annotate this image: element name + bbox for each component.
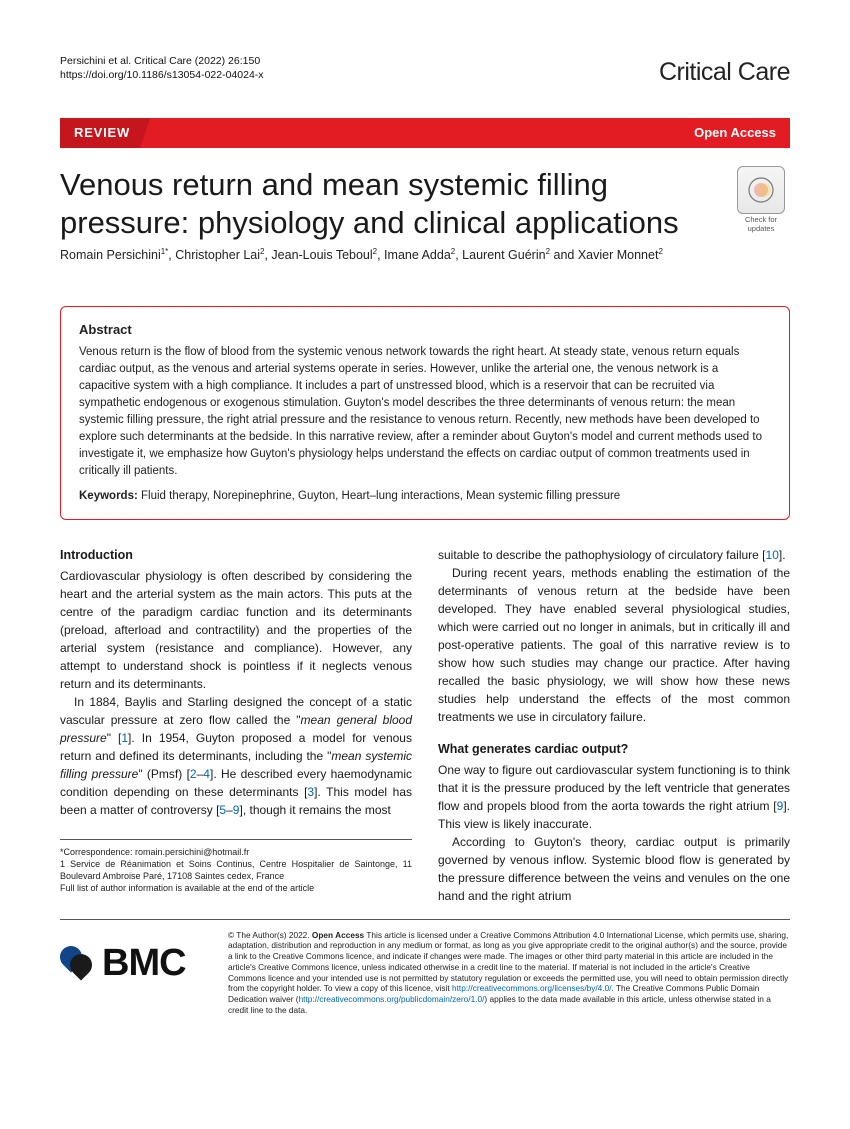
intro-para-1: Cardiovascular physiology is often descr…	[60, 567, 412, 693]
check-for-updates-button[interactable]: Check for updates	[732, 166, 790, 233]
article-type-label: REVIEW	[60, 118, 150, 148]
intro-para-2: In 1884, Baylis and Starling designed th…	[60, 693, 412, 819]
citation-ref[interactable]: 2	[190, 767, 197, 781]
intro-para-3: suitable to describe the pathophysiology…	[438, 546, 790, 564]
crossmark-icon	[737, 166, 785, 214]
right-column: suitable to describe the pathophysiology…	[438, 546, 790, 905]
body-columns: Introduction Cardiovascular physiology i…	[60, 546, 790, 905]
article-title: Venous return and mean systemic filling …	[60, 166, 790, 242]
section-heading-introduction: Introduction	[60, 546, 412, 565]
citation-ref[interactable]: 10	[766, 548, 779, 562]
license-link-cc0[interactable]: http://creativecommons.org/publicdomain/…	[299, 994, 485, 1004]
intro-para-4: During recent years, methods enabling th…	[438, 564, 790, 726]
license-text: © The Author(s) 2022. Open Access This a…	[228, 930, 790, 1016]
check-for-updates-label: Check for updates	[732, 216, 790, 233]
co-para-1: One way to figure out cardiovascular sys…	[438, 761, 790, 833]
doi-link[interactable]: https://doi.org/10.1186/s13054-022-04024…	[60, 68, 264, 82]
citation-line-1: Persichini et al. Critical Care (2022) 2…	[60, 54, 264, 68]
keywords-label: Keywords:	[79, 490, 138, 502]
affiliation-1: 1 Service de Réanimation et Soins Contin…	[60, 858, 412, 882]
author-list: Romain Persichini1*, Christopher Lai2, J…	[60, 246, 790, 264]
citation-ref[interactable]: 4	[203, 767, 210, 781]
citation-block: Persichini et al. Critical Care (2022) 2…	[60, 54, 264, 82]
open-access-label: Open Access	[680, 118, 790, 148]
abstract-box: Abstract Venous return is the flow of bl…	[60, 306, 790, 520]
correspondence-email: *Correspondence: romain.persichini@hotma…	[60, 846, 412, 858]
license-link-cc-by[interactable]: http://creativecommons.org/licenses/by/4…	[452, 983, 612, 993]
abstract-text: Venous return is the flow of blood from …	[79, 344, 771, 480]
co-para-2: According to Guyton's theory, cardiac ou…	[438, 833, 790, 905]
bmc-logo-icon	[60, 946, 94, 980]
page-footer: BMC © The Author(s) 2022. Open Access Th…	[60, 919, 790, 1016]
section-heading-cardiac-output: What generates cardiac output?	[438, 740, 790, 759]
bmc-logo: BMC	[60, 930, 210, 991]
keywords-values: Fluid therapy, Norepinephrine, Guyton, H…	[141, 490, 620, 502]
bmc-logo-text: BMC	[102, 936, 186, 991]
article-type-banner: REVIEW Open Access	[60, 118, 790, 148]
left-column: Introduction Cardiovascular physiology i…	[60, 546, 412, 905]
journal-logo: Critical Care	[659, 54, 790, 90]
abstract-heading: Abstract	[79, 321, 771, 340]
author-info-note: Full list of author information is avail…	[60, 882, 412, 894]
page-header: Persichini et al. Critical Care (2022) 2…	[60, 54, 790, 90]
keywords-line: Keywords: Fluid therapy, Norepinephrine,…	[79, 488, 771, 505]
correspondence-block: *Correspondence: romain.persichini@hotma…	[60, 839, 412, 895]
